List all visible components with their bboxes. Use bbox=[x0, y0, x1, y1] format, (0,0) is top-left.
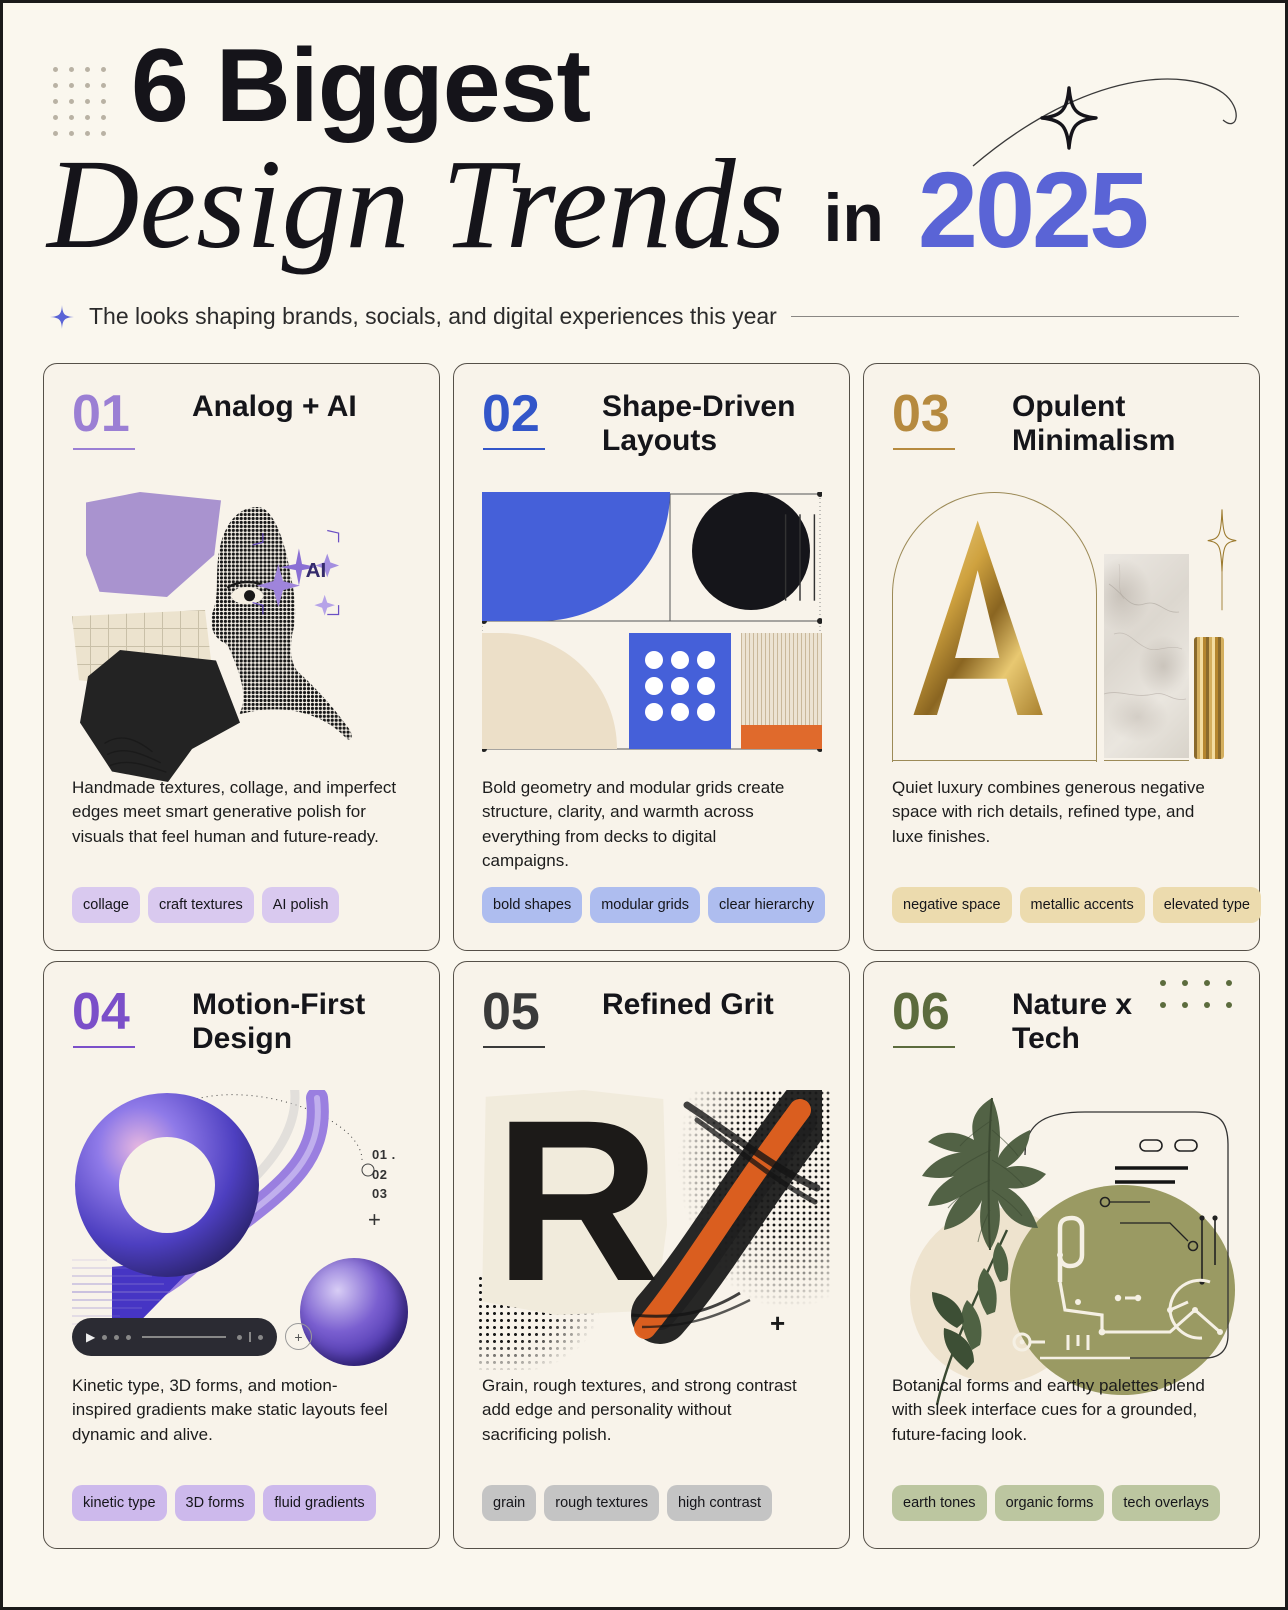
svg-text:AI: AI bbox=[306, 559, 327, 582]
